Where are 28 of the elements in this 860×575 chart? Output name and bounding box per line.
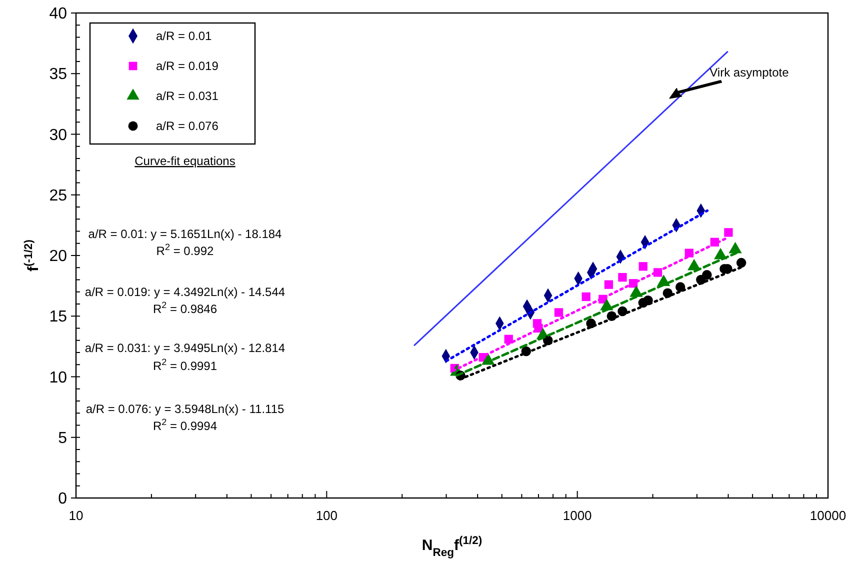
legend-label: a/R = 0.019 xyxy=(156,59,219,74)
x-tick-label: 100 xyxy=(316,508,338,523)
y-tick-label: 20 xyxy=(49,248,68,266)
y-tick-label: 5 xyxy=(58,430,68,447)
annotation: R$^{2}$ = 0.9846 xyxy=(152,300,218,316)
annotation: R$^{2}$ = 0.992 xyxy=(156,242,214,258)
y-tick-label: 0 xyxy=(58,490,68,508)
legend-label: a/R = 0.031 xyxy=(156,89,219,104)
y-tick-label: 25 xyxy=(49,187,68,204)
legend-label: a/R = 0.01 xyxy=(156,29,212,44)
y-tick-label: 30 xyxy=(49,126,68,144)
annotation: R$^{2}$ = 0.9991 xyxy=(152,357,218,373)
annotation: Virk asymptote xyxy=(710,65,790,80)
legend-label: a/R = 0.076 xyxy=(156,119,219,134)
annotation: R$^{2}$ = 0.9994 xyxy=(152,417,218,433)
x-tick-label: 10000 xyxy=(810,508,846,523)
y-tick-label: 40 xyxy=(49,6,68,23)
y-tick-label: 35 xyxy=(49,66,68,84)
y-tick-label: 10 xyxy=(49,369,68,386)
annotation: a/R = 0.019: y = 4.3492Ln(x) - 14.544 xyxy=(84,285,286,299)
x-tick-label: 10 xyxy=(68,508,84,523)
annotation: a/R = 0.031: y = 3.9495Ln(x) - 12.814 xyxy=(84,341,286,355)
y-tick-label: 15 xyxy=(49,308,68,326)
annotation: a/R = 0.01: y = 5.1651Ln(x) - 18.184 xyxy=(88,227,282,241)
x-axis-title: N$_{Reg}$f$^{(1/2)}$ xyxy=(422,535,482,559)
annotation: Curve-fit equations xyxy=(134,154,236,168)
x-tick-label: 1000 xyxy=(562,508,592,523)
annotation: a/R = 0.076: y = 3.5948Ln(x) - 11.115 xyxy=(86,402,284,416)
